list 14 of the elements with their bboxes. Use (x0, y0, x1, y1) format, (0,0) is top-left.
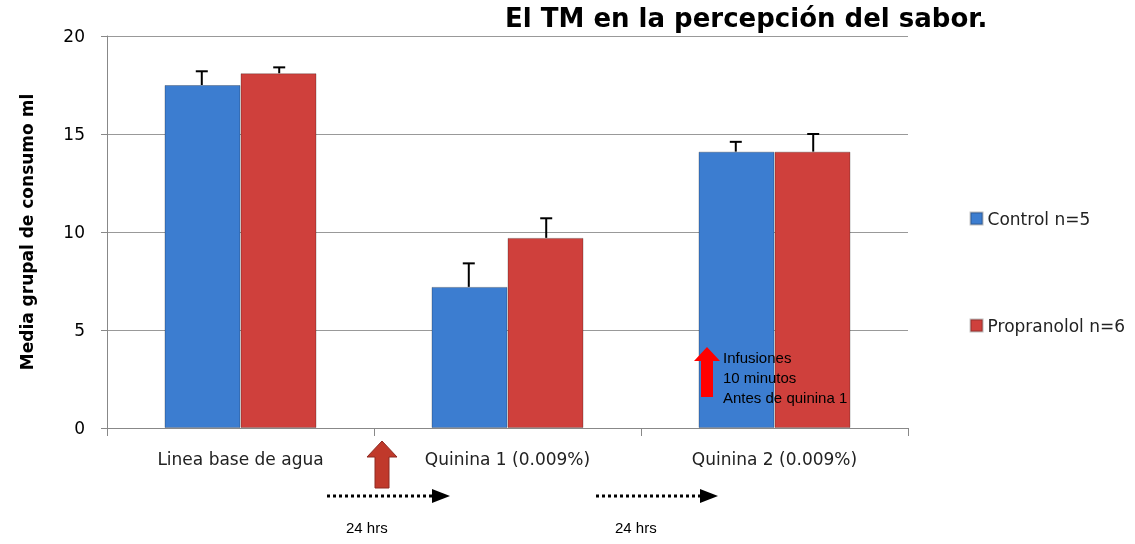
y-tick-label: 0 (74, 418, 85, 438)
x-tick-label: Linea base de agua (157, 448, 324, 469)
text: 24 hrs (346, 519, 388, 536)
chart-title: El TM en la percepción del sabor. (505, 3, 988, 33)
y-axis-title: Media grupal de consumo ml (16, 93, 37, 371)
x-tick-label: Quinina 2 (0.009%) (691, 448, 858, 469)
legend-label: Propranolol n=6 (987, 315, 1126, 336)
y-tick-label: 15 (63, 124, 85, 144)
legend-label: Control n=5 (987, 208, 1091, 229)
y-tick-label: 10 (63, 222, 85, 242)
text: 24 hrs (615, 519, 657, 536)
y-tick-label: 20 (63, 26, 85, 46)
y-tick-label: 5 (74, 320, 85, 340)
x-tick-label: Quinina 1 (0.009%) (424, 448, 591, 469)
